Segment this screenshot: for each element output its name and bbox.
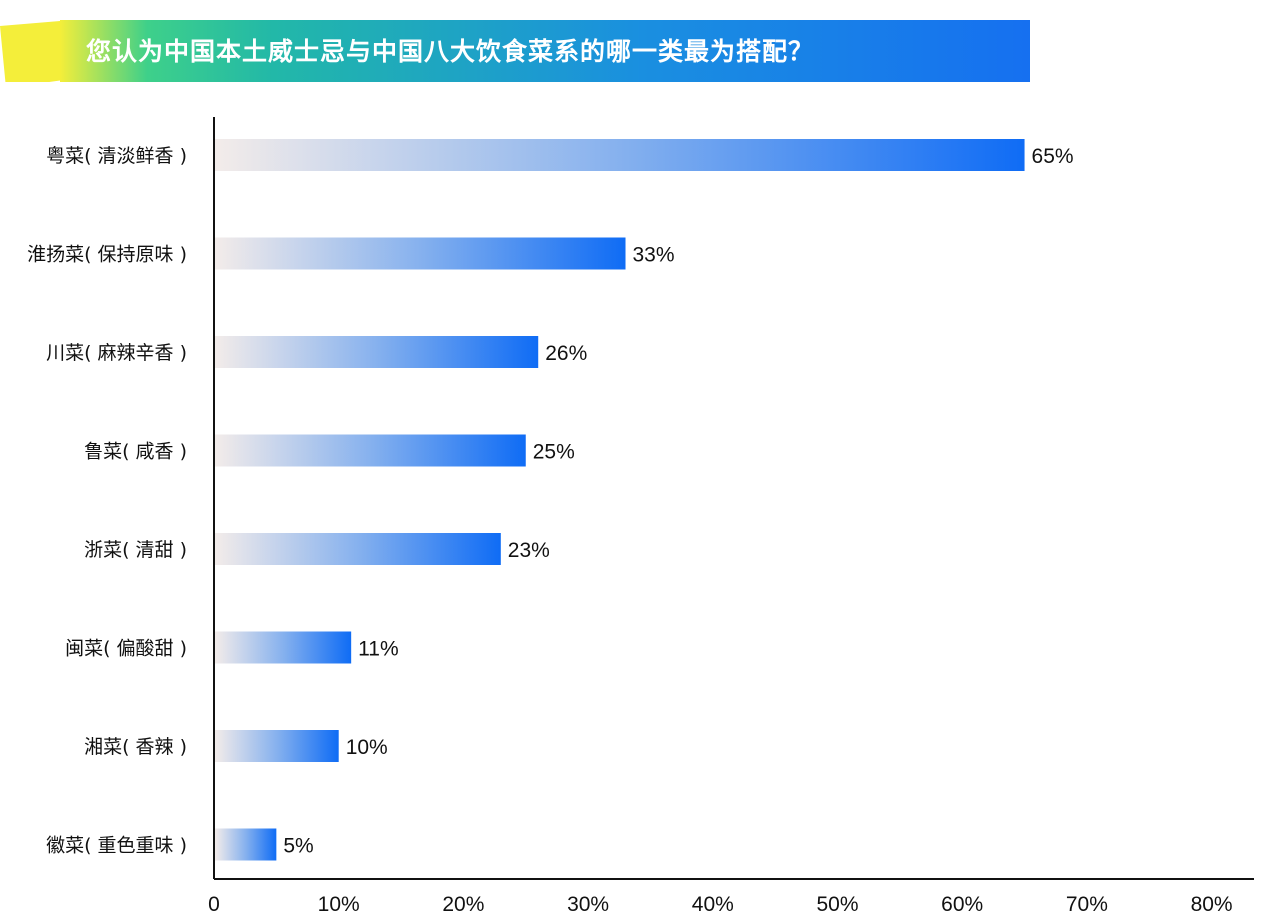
title-banner-background <box>0 20 1030 88</box>
bar-7 <box>215 828 277 861</box>
value-label-4: 23% <box>508 539 550 562</box>
value-label-0: 65% <box>1032 145 1074 168</box>
title-banner-accent <box>0 20 78 88</box>
bar-4 <box>215 533 501 565</box>
y-axis-labels: 粤菜( 清淡鲜香 ) 淮扬菜( 保持原味 ) 川菜( 麻辣辛香 ) 鲁菜( 咸香 ) 浙… <box>27 145 187 857</box>
category-label-3: 鲁菜( 咸香 ) <box>84 441 187 463</box>
x-tick-label-4: 40% <box>692 893 734 916</box>
bar-5 <box>215 631 352 664</box>
chart-title: 您认为中国本土威士忌与中国八大饮食菜系的哪一类最为搭配？ <box>86 37 815 66</box>
category-label-6: 湘菜( 香辣 ) <box>84 736 187 758</box>
category-label-4: 浙菜( 清甜 ) <box>84 539 187 561</box>
value-label-6: 10% <box>346 736 388 759</box>
x-tick-label-7: 70% <box>1066 893 1108 916</box>
value-label-7: 5% <box>283 835 313 858</box>
x-tick-label-2: 20% <box>442 893 484 916</box>
category-label-1: 淮扬菜( 保持原味 ) <box>27 244 187 266</box>
value-label-3: 25% <box>533 441 575 464</box>
category-label-2: 川菜( 麻辣辛香 ) <box>46 342 187 364</box>
bars-group <box>215 139 1025 861</box>
category-label-5: 闽菜( 偏酸甜 ) <box>65 638 187 660</box>
x-tick-label-1: 10% <box>318 893 360 916</box>
category-label-0: 粤菜( 清淡鲜香 ) <box>46 145 187 167</box>
value-label-5: 11% <box>358 638 398 661</box>
title-banner-fill <box>60 20 1030 82</box>
x-tick-label-3: 30% <box>567 893 609 916</box>
bar-6 <box>215 730 339 762</box>
bar-3 <box>215 434 526 467</box>
bar-1 <box>215 237 626 270</box>
title-banner <box>0 20 1030 88</box>
value-labels: 65% 33% 26% 25% 23% 11% 10% 5% <box>283 145 1073 858</box>
x-tick-label-5: 50% <box>816 893 858 916</box>
bar-0 <box>215 139 1025 171</box>
x-tick-label-6: 60% <box>941 893 983 916</box>
x-tick-label-8: 80% <box>1191 893 1233 916</box>
x-axis-ticks: 0 10% 20% 30% 40% 50% 60% 70% 80% <box>208 893 1232 916</box>
value-label-2: 26% <box>545 342 587 365</box>
bar-2 <box>215 336 539 368</box>
x-tick-label-0: 0 <box>208 893 220 916</box>
category-label-7: 徽菜( 重色重味 ) <box>46 835 187 857</box>
value-label-1: 33% <box>633 244 675 267</box>
